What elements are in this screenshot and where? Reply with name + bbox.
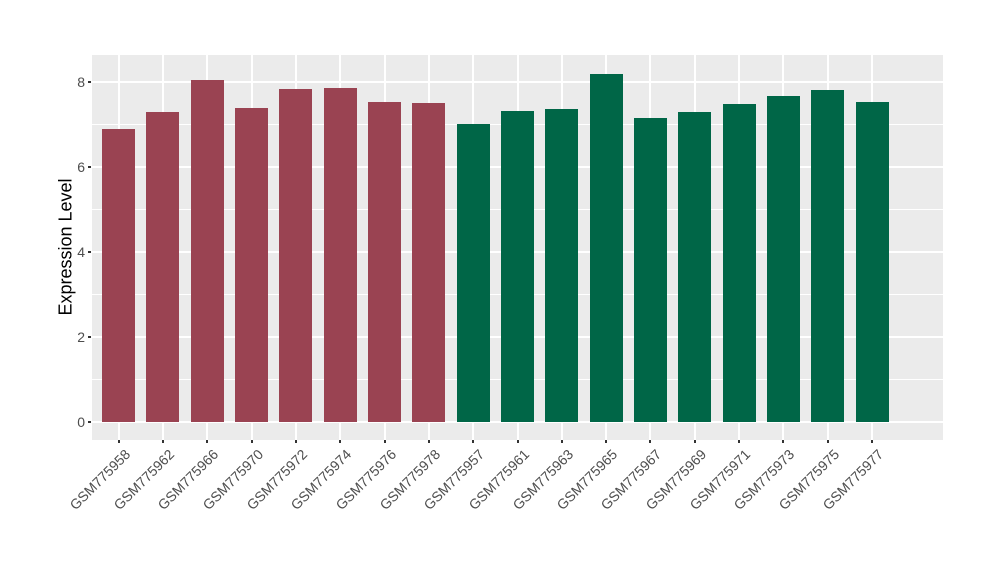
x-tick-mark bbox=[472, 440, 475, 443]
y-tick-mark bbox=[88, 421, 91, 423]
y-tick-mark bbox=[88, 166, 91, 169]
bar-GSM775978 bbox=[412, 103, 446, 422]
y-tick-label: 6 bbox=[77, 159, 85, 176]
bar-GSM775977 bbox=[855, 102, 889, 422]
y-tick-mark bbox=[88, 336, 91, 339]
plot-panel bbox=[92, 55, 943, 440]
bar-GSM775969 bbox=[678, 112, 712, 422]
y-tick-mark bbox=[88, 251, 91, 254]
bar-GSM775966 bbox=[190, 80, 224, 422]
bar-GSM775974 bbox=[323, 88, 357, 422]
bar-GSM775958 bbox=[102, 128, 136, 422]
bar-GSM775957 bbox=[456, 124, 490, 422]
x-tick-mark bbox=[339, 440, 342, 443]
y-tick-label: 4 bbox=[77, 244, 85, 261]
bar-GSM775965 bbox=[589, 73, 623, 422]
bar-GSM775973 bbox=[766, 96, 800, 422]
x-tick-mark bbox=[826, 440, 829, 443]
x-tick-mark bbox=[427, 440, 430, 443]
bar-GSM775975 bbox=[811, 90, 845, 422]
x-tick-mark bbox=[206, 440, 209, 443]
bar-GSM775961 bbox=[501, 111, 534, 422]
y-tick-label: 8 bbox=[77, 74, 85, 91]
y-tick-mark bbox=[88, 81, 91, 84]
x-tick-mark bbox=[605, 440, 608, 443]
bar-GSM775967 bbox=[633, 118, 667, 422]
x-tick-mark bbox=[782, 440, 785, 443]
x-tick-mark bbox=[871, 440, 874, 443]
x-tick-mark bbox=[693, 440, 696, 443]
bar-GSM775962 bbox=[146, 111, 180, 422]
x-tick-mark bbox=[161, 440, 164, 443]
bar-GSM775972 bbox=[279, 88, 313, 422]
x-tick-mark bbox=[560, 440, 563, 443]
y-tick-label: 2 bbox=[77, 329, 85, 346]
bar-GSM775976 bbox=[368, 102, 402, 422]
x-tick-mark bbox=[294, 440, 297, 443]
bar-GSM775963 bbox=[545, 109, 579, 422]
x-tick-mark bbox=[738, 440, 741, 443]
x-tick-mark bbox=[250, 440, 253, 443]
bar-GSM775971 bbox=[722, 104, 756, 422]
y-tick-label: 0 bbox=[77, 414, 85, 430]
bar-GSM775970 bbox=[235, 107, 269, 422]
x-tick-mark bbox=[383, 440, 386, 443]
x-tick-mark bbox=[117, 440, 120, 443]
x-tick-mark bbox=[649, 440, 652, 443]
x-tick-mark bbox=[516, 440, 519, 443]
